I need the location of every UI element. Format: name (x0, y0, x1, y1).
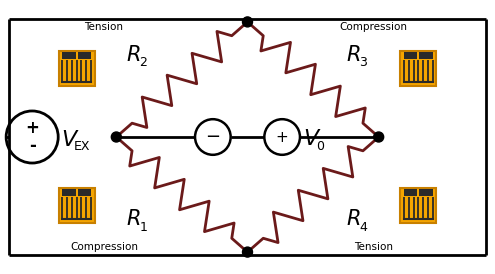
Text: R: R (346, 45, 361, 65)
Bar (78, 52, 92, 59)
Text: 1: 1 (139, 221, 147, 234)
Bar (419, 52, 433, 59)
Text: -: - (29, 137, 36, 155)
Circle shape (243, 17, 252, 27)
Text: Tension: Tension (85, 22, 123, 32)
Text: 3: 3 (359, 56, 367, 69)
Circle shape (374, 132, 384, 142)
Text: Compression: Compression (70, 242, 138, 252)
Text: +: + (25, 119, 39, 137)
Text: EX: EX (74, 141, 91, 153)
Bar (59, 188, 95, 223)
Text: 4: 4 (359, 221, 367, 234)
Bar (419, 189, 433, 196)
Bar (403, 189, 417, 196)
Text: +: + (276, 130, 289, 144)
Text: Compression: Compression (340, 22, 408, 32)
Bar (62, 189, 76, 196)
Text: V: V (303, 129, 318, 149)
Text: R: R (126, 45, 141, 65)
Text: R: R (126, 209, 141, 229)
Bar (403, 52, 417, 59)
Text: R: R (346, 209, 361, 229)
Circle shape (243, 247, 252, 257)
Text: Tension: Tension (354, 242, 393, 252)
Text: −: − (205, 128, 220, 146)
Bar (78, 189, 92, 196)
Bar (59, 51, 95, 86)
Text: 0: 0 (316, 141, 324, 153)
Circle shape (111, 132, 121, 142)
Bar (400, 51, 436, 86)
Bar (62, 52, 76, 59)
Text: 2: 2 (139, 56, 147, 69)
Bar (400, 188, 436, 223)
Text: V: V (61, 130, 76, 150)
